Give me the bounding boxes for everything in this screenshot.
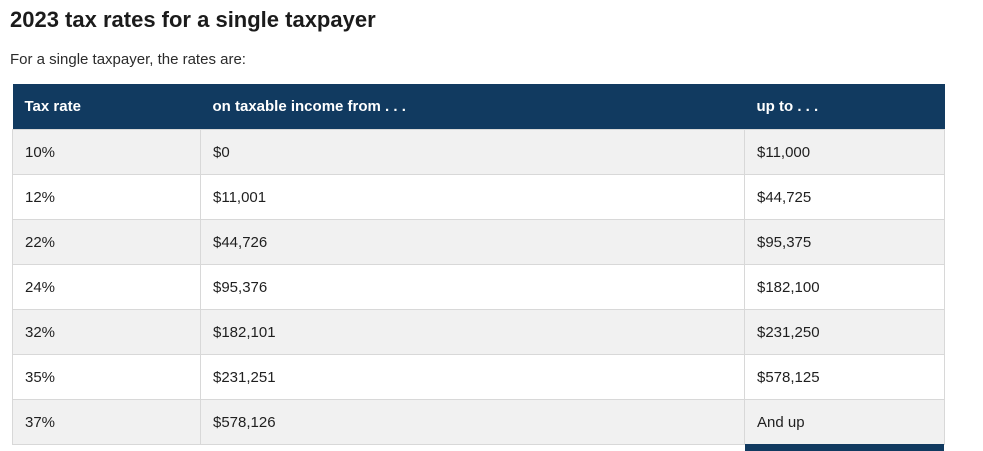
cell-income-from: $578,126 — [200, 399, 745, 445]
cell-up-to: $182,100 — [744, 264, 945, 310]
cell-tax-rate: 35% — [12, 354, 201, 400]
cell-income-from: $44,726 — [200, 219, 745, 265]
table-row: 10% $0 $11,000 — [12, 129, 945, 175]
page-subtitle: For a single taxpayer, the rates are: — [10, 51, 246, 68]
col-header-income-from: on taxable income from . . . — [200, 84, 745, 130]
cell-up-to: $44,725 — [744, 174, 945, 220]
table-row: 12% $11,001 $44,725 — [12, 174, 945, 220]
table-row: 24% $95,376 $182,100 — [12, 264, 945, 310]
partial-next-table-header — [745, 444, 944, 451]
table-row: 37% $578,126 And up — [12, 399, 945, 445]
table-header: Tax rate on taxable income from . . . up… — [12, 84, 945, 130]
cell-up-to: $578,125 — [744, 354, 945, 400]
cell-tax-rate: 22% — [12, 219, 201, 265]
cell-tax-rate: 12% — [12, 174, 201, 220]
table-body: 10% $0 $11,000 12% $11,001 $44,725 22% $… — [12, 129, 945, 445]
cell-up-to: $95,375 — [744, 219, 945, 265]
cell-up-to: And up — [744, 399, 945, 445]
cell-income-from: $182,101 — [200, 309, 745, 355]
cell-income-from: $95,376 — [200, 264, 745, 310]
cell-tax-rate: 32% — [12, 309, 201, 355]
table-row: 22% $44,726 $95,375 — [12, 219, 945, 265]
cell-tax-rate: 37% — [12, 399, 201, 445]
col-header-tax-rate: Tax rate — [12, 84, 201, 130]
tax-rates-table: Tax rate on taxable income from . . . up… — [12, 84, 945, 445]
cell-income-from: $0 — [200, 129, 745, 175]
table-row: 35% $231,251 $578,125 — [12, 354, 945, 400]
header-row: Tax rate on taxable income from . . . up… — [12, 84, 945, 130]
table-row: 32% $182,101 $231,250 — [12, 309, 945, 355]
cell-income-from: $11,001 — [200, 174, 745, 220]
col-header-up-to: up to . . . — [744, 84, 945, 130]
cell-tax-rate: 24% — [12, 264, 201, 310]
page-title: 2023 tax rates for a single taxpayer — [10, 7, 376, 32]
cell-up-to: $231,250 — [744, 309, 945, 355]
cell-up-to: $11,000 — [744, 129, 945, 175]
cell-tax-rate: 10% — [12, 129, 201, 175]
cell-income-from: $231,251 — [200, 354, 745, 400]
